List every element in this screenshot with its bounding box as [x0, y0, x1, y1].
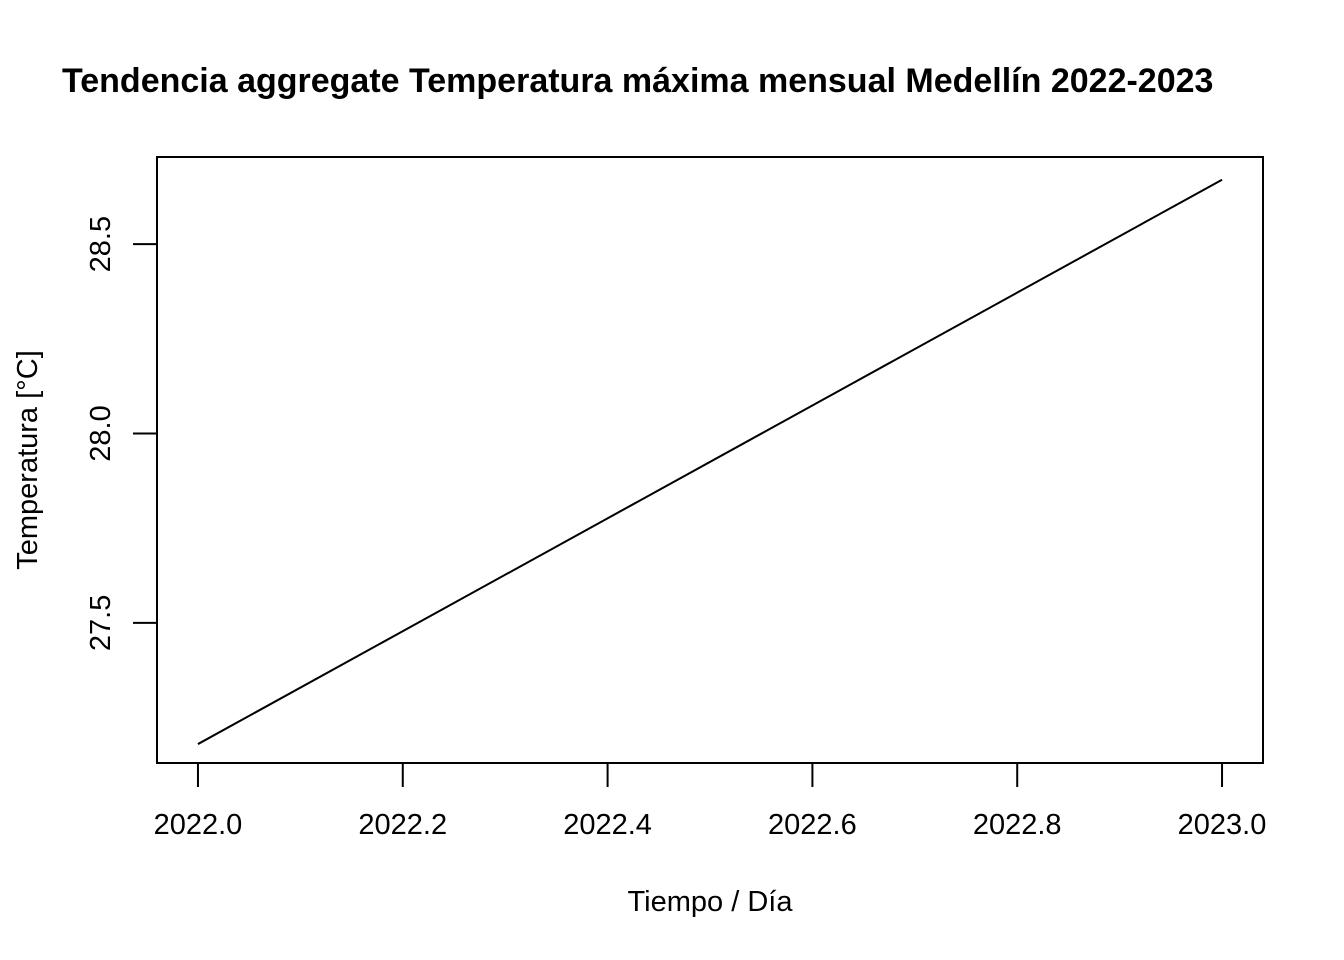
x-tick-label: 2022.0	[154, 809, 243, 841]
y-axis: 27.5 28.0 28.5	[85, 216, 158, 651]
y-tick-label: 28.5	[85, 216, 117, 272]
x-tick-label: 2022.2	[358, 809, 447, 841]
plot-series	[197, 178, 1223, 745]
x-tick-label: 2022.6	[768, 809, 857, 841]
x-tick-label: 2023.0	[1178, 809, 1267, 841]
trend-line	[197, 178, 1223, 745]
x-axis: 2022.0 2022.2 2022.4 2022.6 2022.8 2023.0	[154, 762, 1267, 841]
chart-title: Tendencia aggregate Temperatura máxima m…	[62, 62, 1213, 100]
x-axis-label: Tiempo / Día	[628, 886, 794, 918]
x-tick-label: 2022.8	[973, 809, 1062, 841]
y-tick-label: 27.5	[85, 595, 117, 651]
y-tick-label: 28.0	[85, 405, 117, 461]
y-axis-label: Temperatura [°C]	[12, 350, 44, 570]
x-tick-label: 2022.4	[563, 809, 652, 841]
